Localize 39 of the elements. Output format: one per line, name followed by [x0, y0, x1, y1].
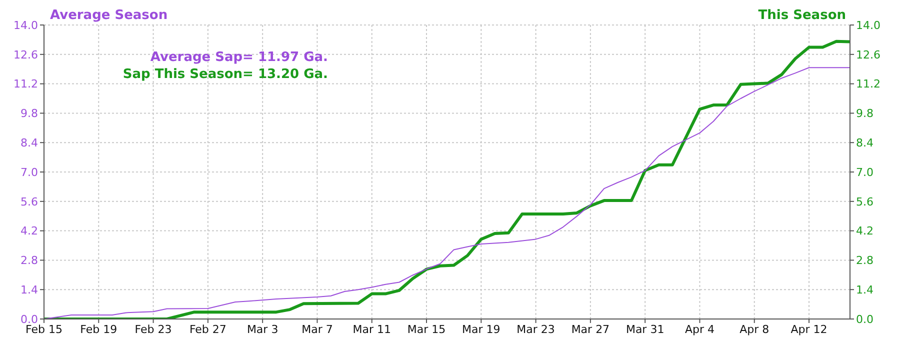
x-tick-label: Mar 19 [462, 322, 500, 336]
x-tick-label: Mar 11 [352, 322, 391, 336]
y-tick-label: 14.0 [14, 18, 38, 32]
y-tick-label: 5.6 [20, 195, 38, 208]
y-tick-label: 9.8 [20, 107, 38, 120]
y2-axis-title: This Season [758, 8, 846, 23]
y-tick-label: 4.2 [20, 224, 38, 238]
x-tick-label: Mar 23 [516, 322, 555, 336]
y2-tick-label: 4.2 [856, 224, 874, 238]
x-tick-label: Feb 23 [134, 322, 172, 336]
y2-tick-label: 9.8 [856, 107, 874, 120]
y2-tick-label: 8.4 [856, 136, 874, 150]
x-tick-label: Apr 4 [684, 322, 714, 336]
x-tick-label: Mar 15 [407, 322, 446, 336]
annotation: Sap This Season= 13.20 Ga. [122, 67, 328, 82]
y2-tick-label: 1.4 [856, 284, 874, 297]
y-axis-title: Average Season [50, 8, 168, 23]
y2-tick-label: 5.6 [856, 195, 874, 208]
y2-tick-label: 0.0 [856, 312, 874, 326]
x-tick-label: Apr 12 [790, 322, 828, 336]
y-tick-label: 2.8 [20, 254, 38, 268]
x-tick-label: Mar 3 [246, 322, 278, 336]
annotation: Average Sap= 11.97 Ga. [150, 50, 328, 65]
y-tick-label: 12.6 [14, 48, 38, 62]
y-tick-label: 11.2 [14, 78, 38, 91]
x-tick-label: Mar 31 [626, 322, 664, 336]
y2-tick-label: 12.6 [856, 48, 880, 62]
y2-tick-label: 11.2 [856, 78, 880, 91]
x-tick-label: Mar 7 [302, 322, 333, 336]
x-tick-label: Feb 19 [80, 322, 118, 336]
y-tick-label: 1.4 [20, 284, 38, 297]
y2-tick-label: 7.0 [856, 166, 874, 179]
x-tick-label: Mar 27 [571, 322, 610, 336]
x-tick-label: Feb 27 [189, 322, 226, 336]
y2-tick-label: 2.8 [856, 254, 874, 268]
x-tick-label: Apr 8 [740, 322, 770, 336]
y-tick-label: 8.4 [20, 136, 38, 150]
y2-tick-label: 14.0 [856, 18, 880, 32]
y-tick-label: 7.0 [20, 166, 38, 179]
